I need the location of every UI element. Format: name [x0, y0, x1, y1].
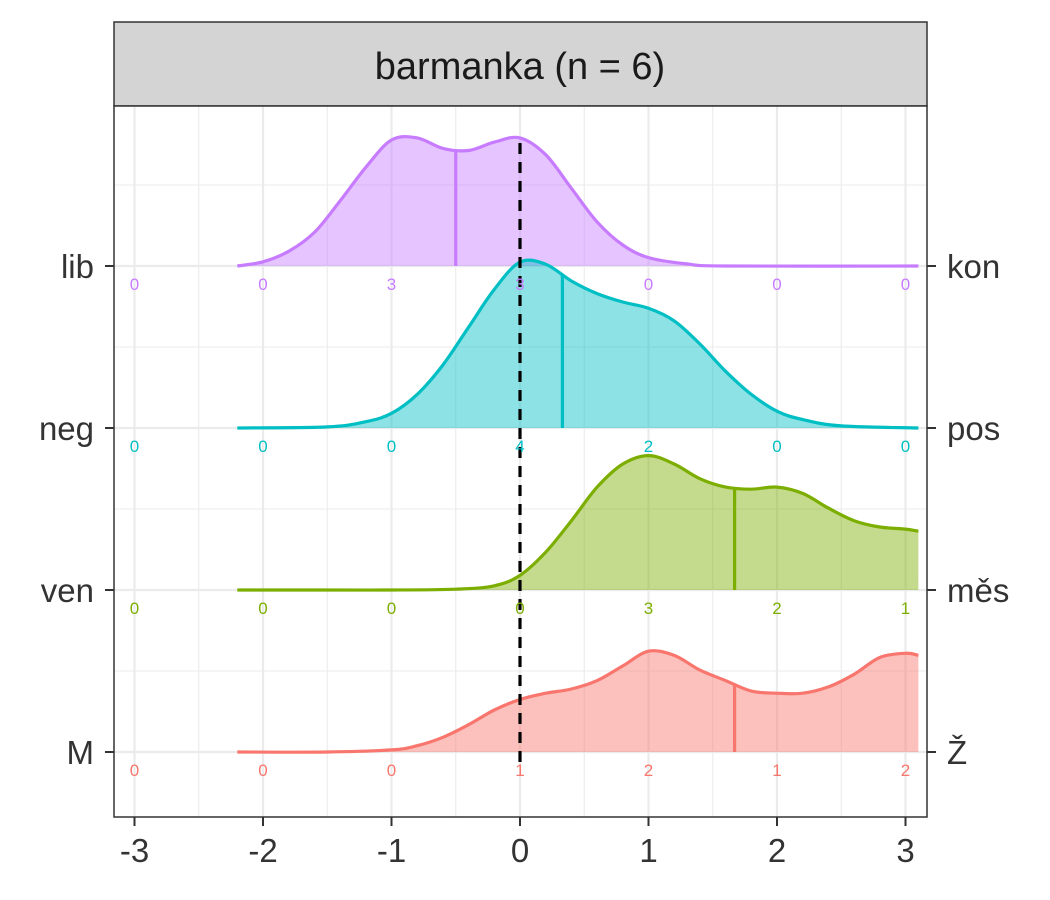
count-label: 0 [901, 275, 910, 294]
count-label: 2 [901, 761, 910, 780]
ridge-outline [237, 453, 919, 592]
y-label-right: pos [947, 410, 1000, 447]
count-label: 0 [130, 599, 139, 618]
x-tick-label: -2 [248, 832, 277, 869]
count-label: 0 [387, 437, 396, 456]
x-tick-label: 0 [511, 832, 529, 869]
count-label: 0 [901, 437, 910, 456]
count-label: 3 [515, 275, 524, 294]
y-label-left: lib [61, 248, 94, 285]
ridge-ven [237, 453, 919, 592]
chart-title: barmanka (n = 6) [375, 46, 665, 88]
count-label: 1 [901, 599, 910, 618]
count-label: 3 [387, 275, 396, 294]
count-labels: 0 0 3 3 0 0 0 0 0 0 4 2 0 0 0 0 0 0 3 2 1 0 0 0 1 2 1 2 [130, 275, 910, 780]
count-label: 0 [130, 437, 139, 456]
facet-strip: barmanka (n = 6) [113, 21, 928, 107]
count-label: 0 [258, 599, 267, 618]
y-label-right: měs [947, 572, 1009, 609]
ridge-fill [237, 650, 919, 753]
x-tick-label: -1 [377, 832, 406, 869]
x-tick-label: 2 [768, 832, 786, 869]
ridge-outline [237, 649, 919, 754]
ridge-outline [237, 258, 919, 430]
ridge-fill [237, 136, 919, 267]
count-label: 0 [772, 275, 781, 294]
x-tick-label: 1 [639, 832, 657, 869]
x-tick-label: 3 [896, 832, 914, 869]
count-label: 2 [772, 599, 781, 618]
count-label: 0 [258, 761, 267, 780]
count-label: 4 [515, 437, 524, 456]
ridge-neg [237, 258, 919, 430]
ridge-outline [237, 134, 919, 268]
y-label-left: ven [41, 572, 94, 609]
count-label: 2 [644, 761, 653, 780]
x-tick-label: -3 [120, 832, 149, 869]
count-label: 0 [387, 599, 396, 618]
count-label: 1 [515, 761, 524, 780]
density-ridges [237, 134, 919, 754]
ridge-M [237, 649, 919, 754]
y-label-left: neg [39, 410, 94, 447]
count-label: 0 [258, 437, 267, 456]
count-label: 0 [387, 761, 396, 780]
count-label: 1 [772, 761, 781, 780]
count-label: 2 [644, 437, 653, 456]
count-label: 0 [772, 437, 781, 456]
y-label-left: M [67, 734, 95, 771]
y-label-right: Ž [947, 734, 967, 771]
count-label: 0 [515, 599, 524, 618]
count-label: 0 [644, 275, 653, 294]
count-label: 0 [130, 761, 139, 780]
ridge-lib [237, 134, 919, 268]
count-label: 0 [130, 275, 139, 294]
y-label-right: kon [947, 248, 1000, 285]
count-label: 3 [644, 599, 653, 618]
ridge-fill [237, 260, 919, 428]
count-label: 0 [258, 275, 267, 294]
